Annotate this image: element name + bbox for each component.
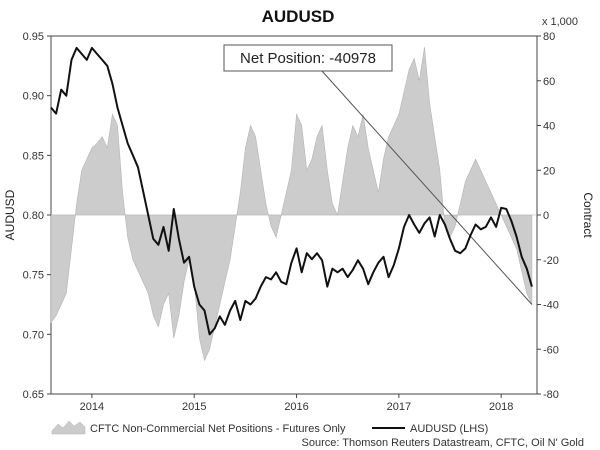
source-note: Source: Thomson Reuters Datastream, CFTC… [302, 437, 585, 449]
right-axis-multiplier: x 1,000 [542, 16, 578, 28]
x-tick-label: 2017 [387, 401, 411, 413]
net-position-area-layer [50, 47, 537, 362]
audusd-line [50, 46, 533, 336]
right-tick-label: 20 [543, 165, 555, 177]
right-tick-label: -20 [543, 255, 559, 267]
legend-area-label: CFTC Non-Commercial Net Positions - Futu… [90, 423, 346, 435]
right-tick-label: -80 [543, 389, 559, 401]
left-tick-label: 0.70 [23, 329, 44, 341]
annotation-trend-line [321, 70, 533, 305]
left-tick-label: 0.65 [23, 389, 44, 401]
left-tick-label: 0.75 [23, 270, 44, 282]
annotation-text: Net Position: -40978 [240, 50, 376, 67]
right-tick-label: 0 [543, 210, 549, 222]
right-axis-title: Contract [581, 192, 595, 238]
left-tick-label: 0.80 [23, 210, 44, 222]
audusd-line-layer [50, 46, 533, 336]
legend: CFTC Non-Commercial Net Positions - Futu… [51, 420, 488, 435]
left-tick-label: 0.90 [23, 91, 44, 103]
trend-line-layer [321, 70, 533, 305]
x-tick-label: 2018 [489, 401, 513, 413]
right-axis-ticks: 80 60 40 20 0 -20 -40 -60 -80 [537, 31, 559, 401]
right-tick-label: 80 [543, 31, 555, 43]
x-axis-ticks: 2014 2015 2016 2017 2018 [80, 394, 513, 413]
right-tick-label: 60 [543, 76, 555, 88]
x-tick-label: 2014 [80, 401, 104, 413]
legend-area-swatch [51, 420, 86, 435]
left-axis-ticks: 0.95 0.90 0.85 0.80 0.75 0.70 0.65 [23, 31, 51, 401]
left-tick-label: 0.95 [23, 31, 44, 43]
annotation-callout: Net Position: -40978 [223, 44, 393, 72]
x-tick-label: 2016 [284, 401, 308, 413]
left-tick-label: 0.85 [23, 150, 44, 162]
left-axis-title: AUDUSD [3, 189, 17, 240]
legend-line-label: AUDUSD (LHS) [410, 423, 488, 435]
right-tick-label: -60 [543, 344, 559, 356]
right-tick-label: 40 [543, 121, 555, 133]
annotation-box [223, 44, 393, 72]
right-tick-label: -40 [543, 300, 559, 312]
chart-title: AUDUSD [262, 7, 335, 26]
x-tick-label: 2015 [182, 401, 206, 413]
net-position-area [50, 47, 533, 362]
